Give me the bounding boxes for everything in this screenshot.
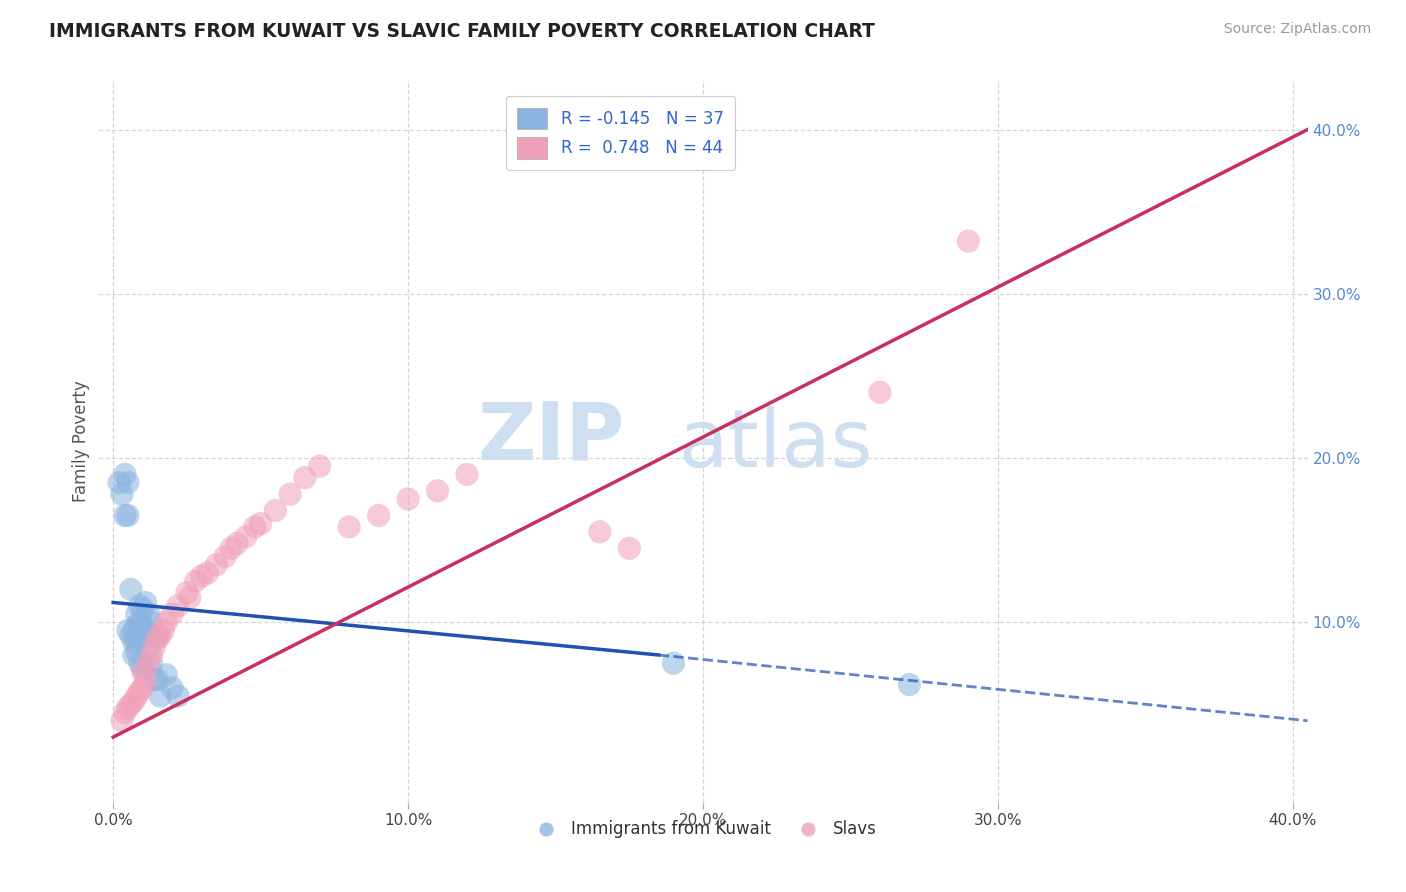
Point: [264, 503, 287, 517]
Point: [337, 520, 360, 534]
Point: [155, 667, 177, 681]
Point: [141, 648, 163, 662]
Point: [131, 681, 153, 695]
Point: [125, 645, 148, 659]
Point: [128, 684, 150, 698]
Point: [149, 628, 172, 642]
Point: [135, 673, 157, 687]
Point: [143, 673, 166, 687]
Point: [226, 536, 249, 550]
Point: [214, 549, 236, 564]
Point: [114, 706, 136, 720]
Point: [111, 487, 134, 501]
Point: [367, 508, 389, 523]
Point: [456, 467, 478, 482]
Point: [128, 599, 150, 613]
Point: [294, 470, 316, 484]
Point: [117, 624, 139, 638]
Point: [898, 677, 921, 691]
Point: [957, 234, 980, 248]
Point: [128, 657, 150, 671]
Point: [128, 615, 150, 630]
Point: [243, 520, 266, 534]
Point: [179, 591, 201, 605]
Point: [138, 607, 160, 621]
Text: IMMIGRANTS FROM KUWAIT VS SLAVIC FAMILY POVERTY CORRELATION CHART: IMMIGRANTS FROM KUWAIT VS SLAVIC FAMILY …: [49, 22, 875, 41]
Point: [131, 661, 153, 675]
Point: [396, 491, 419, 506]
Point: [205, 558, 228, 572]
Point: [108, 475, 131, 490]
Point: [125, 632, 148, 646]
Point: [155, 615, 177, 630]
Text: atlas: atlas: [678, 406, 873, 484]
Point: [131, 618, 153, 632]
Point: [235, 530, 257, 544]
Point: [149, 689, 172, 703]
Point: [308, 459, 330, 474]
Point: [125, 689, 148, 703]
Point: [141, 657, 163, 671]
Point: [869, 385, 891, 400]
Point: [117, 700, 139, 714]
Point: [662, 657, 685, 671]
Point: [278, 487, 301, 501]
Point: [111, 714, 134, 728]
Point: [117, 475, 139, 490]
Y-axis label: Family Poverty: Family Poverty: [72, 381, 90, 502]
Point: [122, 648, 145, 662]
Point: [135, 624, 157, 638]
Point: [146, 628, 169, 642]
Point: [141, 615, 163, 630]
Text: Source: ZipAtlas.com: Source: ZipAtlas.com: [1223, 22, 1371, 37]
Point: [619, 541, 641, 556]
Point: [152, 624, 174, 638]
Point: [249, 516, 271, 531]
Point: [114, 467, 136, 482]
Point: [122, 624, 145, 638]
Legend: Immigrants from Kuwait, Slavs: Immigrants from Kuwait, Slavs: [523, 814, 883, 845]
Point: [167, 689, 190, 703]
Point: [120, 582, 142, 597]
Point: [184, 574, 207, 588]
Point: [146, 673, 169, 687]
Point: [120, 698, 142, 712]
Point: [160, 681, 183, 695]
Point: [138, 657, 160, 671]
Point: [143, 640, 166, 654]
Point: [117, 508, 139, 523]
Point: [219, 541, 242, 556]
Point: [167, 599, 190, 613]
Point: [122, 694, 145, 708]
Point: [146, 632, 169, 646]
Point: [122, 635, 145, 649]
Point: [589, 524, 612, 539]
Point: [125, 607, 148, 621]
Point: [426, 483, 449, 498]
Text: ZIP: ZIP: [477, 399, 624, 477]
Point: [197, 566, 219, 580]
Point: [160, 607, 183, 621]
Point: [114, 508, 136, 523]
Point: [190, 569, 212, 583]
Point: [131, 602, 153, 616]
Point: [125, 618, 148, 632]
Point: [131, 665, 153, 679]
Point: [138, 640, 160, 654]
Point: [135, 595, 157, 609]
Point: [120, 628, 142, 642]
Point: [176, 585, 198, 599]
